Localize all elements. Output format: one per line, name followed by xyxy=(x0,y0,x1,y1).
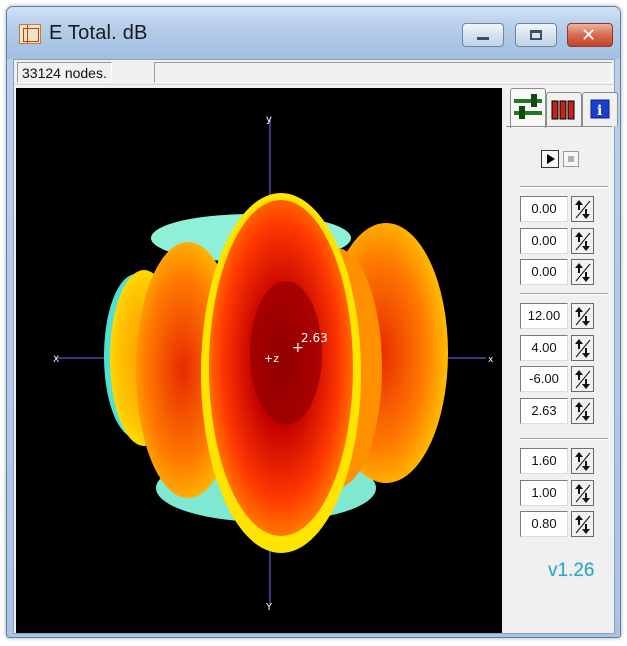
control-panel: i 0.00 0.00 0.00 12.00 4.00 -6.00 2.63 1.60 1.… xyxy=(506,88,618,633)
spinner-arrows-icon[interactable] xyxy=(571,479,594,506)
title-bar[interactable]: E Total. dB ✕ xyxy=(7,7,620,59)
close-button[interactable]: ✕ xyxy=(567,23,613,47)
spinner-arrows-icon[interactable] xyxy=(571,303,594,329)
cursor-value-label: 2.63 xyxy=(301,331,328,345)
status-bar: 33124 nodes. xyxy=(14,60,614,85)
value-field[interactable]: 2.63 xyxy=(520,397,568,424)
version-label: v1.26 xyxy=(548,560,595,581)
value-field[interactable]: 1.00 xyxy=(520,479,568,506)
axis-label-center: +z xyxy=(264,352,279,365)
group-separator-2 xyxy=(520,293,608,295)
minimize-icon xyxy=(477,37,489,40)
spinner-arrows-icon[interactable] xyxy=(571,366,594,392)
pattern-main-core xyxy=(250,281,322,425)
sliders-icon xyxy=(514,94,542,119)
tab-sliders[interactable] xyxy=(510,88,546,128)
value-field[interactable]: 12.00 xyxy=(520,303,568,329)
radiation-pattern-plot[interactable]: y Y X x +z + 2.63 xyxy=(16,88,502,633)
bars-chart-icon xyxy=(551,100,575,120)
3d-pattern-viewport[interactable]: y Y X x +z + 2.63 xyxy=(16,88,502,633)
value-field[interactable]: -6.00 xyxy=(520,366,568,392)
value-field[interactable]: 0.80 xyxy=(520,511,568,537)
value-field[interactable]: 0.00 xyxy=(520,196,568,222)
group-separator-1 xyxy=(520,186,608,188)
play-button[interactable] xyxy=(541,150,559,168)
spinner-arrows-icon[interactable] xyxy=(571,259,594,285)
axis-label-right: x xyxy=(488,355,494,365)
axis-label-bottom: Y xyxy=(265,602,273,613)
stop-button[interactable] xyxy=(563,151,579,167)
maximize-icon xyxy=(530,30,542,40)
cursor-crosshair: + xyxy=(292,340,304,356)
node-count: 33124 nodes. xyxy=(17,62,112,83)
value-field[interactable]: 0.00 xyxy=(520,227,568,254)
app-window: E Total. dB ✕ 33124 nodes. xyxy=(6,6,621,638)
minimize-button[interactable] xyxy=(462,23,504,47)
value-field[interactable]: 4.00 xyxy=(520,334,568,361)
tab-bars[interactable] xyxy=(546,92,582,126)
close-icon: ✕ xyxy=(581,25,597,46)
status-empty-cell xyxy=(154,62,612,83)
spinner-arrows-icon[interactable] xyxy=(571,196,594,222)
window-title: E Total. dB xyxy=(49,22,148,44)
value-field[interactable]: 0.00 xyxy=(520,259,568,285)
spinner-arrows-icon[interactable] xyxy=(571,227,594,254)
info-icon: i xyxy=(590,99,610,119)
spinner-arrows-icon[interactable] xyxy=(571,511,594,537)
spinner-arrows-icon[interactable] xyxy=(571,397,594,424)
client-area: 33124 nodes. xyxy=(13,59,618,634)
maximize-button[interactable] xyxy=(515,23,557,47)
tab-strip-divider xyxy=(506,126,612,127)
axis-label-left: X xyxy=(53,355,59,365)
spinner-arrows-icon[interactable] xyxy=(571,334,594,361)
cube-grid-icon[interactable] xyxy=(19,24,41,44)
value-field[interactable]: 1.60 xyxy=(520,448,568,474)
tab-info[interactable]: i xyxy=(582,92,618,126)
axis-label-top: y xyxy=(266,114,272,125)
svg-text:i: i xyxy=(597,103,602,119)
spinner-arrows-icon[interactable] xyxy=(571,448,594,474)
group-separator-3 xyxy=(520,438,608,440)
